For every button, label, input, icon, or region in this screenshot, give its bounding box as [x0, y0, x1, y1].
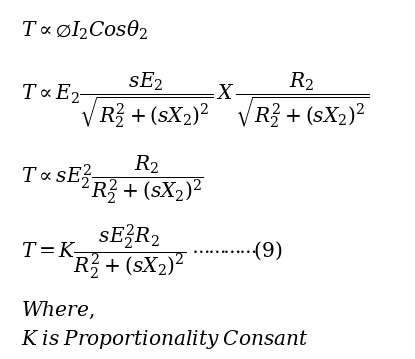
Text: $T \propto sE_2^2 \dfrac{R_2}{R_2^2 + (sX_2)^2}$: $T \propto sE_2^2 \dfrac{R_2}{R_2^2 + (s…: [21, 153, 204, 206]
Text: $T \propto E_2 \dfrac{sE_2}{\sqrt{R_2^2 + (sX_2)^2}}\,X\, \dfrac{R_2}{\sqrt{R_2^: $T \propto E_2 \dfrac{sE_2}{\sqrt{R_2^2 …: [21, 71, 369, 130]
Text: $T = K\dfrac{sE_2^2 R_2}{R_2^2 + (sX_2)^2}\; \cdots\!\cdots\!\cdots\!\cdots\!(9): $T = K\dfrac{sE_2^2 R_2}{R_2^2 + (sX_2)^…: [21, 222, 283, 281]
Text: $Where,$: $Where,$: [21, 300, 94, 321]
Text: $T \propto \varnothing I_2 Cos\theta_2$: $T \propto \varnothing I_2 Cos\theta_2$: [21, 19, 148, 42]
Text: $K\; is\; Proportionality\; Consant$: $K\; is\; Proportionality\; Consant$: [21, 328, 308, 351]
